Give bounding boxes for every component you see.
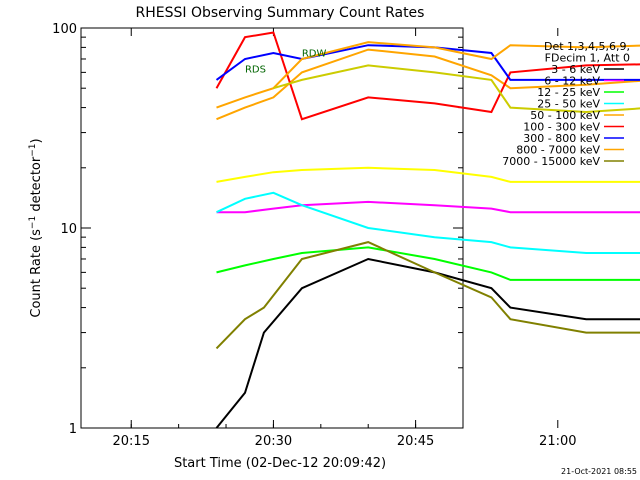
y-tick-label-2: 100 [52, 22, 77, 37]
x-tick-label-3: 21:00 [539, 434, 576, 449]
series-layer [215, 31, 640, 429]
legend-header-0: Det 1,3,4,5,6,9, [544, 40, 630, 53]
series-line-6 [215, 44, 640, 81]
series-line-1 [216, 200, 640, 214]
series-line-10 [273, 64, 640, 114]
legend-label-7: 800 - 7000 keV [516, 144, 600, 157]
legend-label-2: 12 - 25 keV [537, 86, 600, 99]
x-axis-title: Start Time (02-Dec-12 20:09:42) [174, 456, 386, 471]
plot-frame [80, 27, 464, 429]
marker-label-1: RDW [302, 49, 327, 60]
x-tick-label-0: 20:15 [113, 434, 150, 449]
legend-label-6: 300 - 800 keV [523, 132, 600, 145]
series-line-9 [216, 166, 640, 183]
series-line-7 [216, 41, 640, 109]
chart-title: RHESSI Observing Summary Count Rates [136, 5, 425, 21]
plot-area [80, 27, 464, 429]
series-line-3 [216, 191, 640, 254]
legend-header-1: FDecim 1, Att 0 [545, 52, 630, 65]
x-tick-label-2: 20:45 [397, 434, 434, 449]
marker-layer: RDS RDW [245, 49, 327, 76]
series-line-5 [215, 31, 640, 121]
legend-label-1: 6 - 12 keV [544, 75, 600, 88]
legend: Det 1,3,4,5,6,9,FDecim 1, Att 03 - 6 keV… [502, 40, 630, 168]
legend-label-5: 100 - 300 keV [523, 121, 600, 134]
series-line-2 [216, 246, 640, 281]
legend-label-0: 3 - 6 keV [551, 63, 600, 76]
timestamp: 21-Oct-2021 08:55 [561, 467, 637, 476]
y-axis-ticks: 1 10 100 [52, 22, 463, 437]
x-tick-label-1: 20:30 [255, 434, 292, 449]
y-tick-label-0: 1 [69, 422, 77, 437]
series-line-4 [216, 48, 640, 121]
series-line-0 [215, 257, 640, 429]
legend-label-4: 50 - 100 keV [530, 109, 600, 122]
series-line-8 [215, 241, 640, 350]
marker-label-0: RDS [245, 64, 266, 75]
legend-label-8: 7000 - 15000 keV [502, 155, 600, 168]
legend-label-3: 25 - 50 keV [537, 98, 600, 111]
y-tick-label-1: 10 [60, 222, 77, 237]
y-axis-title: Count Rate (s−1 detector−1) [28, 138, 44, 317]
